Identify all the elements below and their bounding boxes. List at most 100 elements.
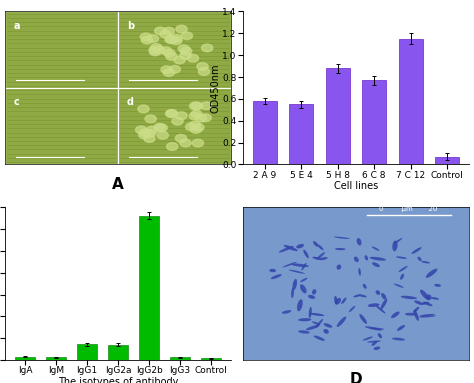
Circle shape <box>169 65 181 73</box>
Polygon shape <box>420 302 429 305</box>
Text: A: A <box>112 177 124 192</box>
Circle shape <box>176 25 187 33</box>
Bar <box>435 157 459 164</box>
Polygon shape <box>420 290 429 300</box>
Circle shape <box>166 110 178 117</box>
Polygon shape <box>334 296 337 304</box>
Circle shape <box>189 112 201 120</box>
Circle shape <box>156 124 167 132</box>
Circle shape <box>201 44 213 52</box>
Circle shape <box>195 114 207 122</box>
Circle shape <box>181 47 192 55</box>
Text: D: D <box>350 372 362 383</box>
Circle shape <box>140 33 152 41</box>
Circle shape <box>180 139 191 147</box>
Polygon shape <box>319 257 328 260</box>
Circle shape <box>200 114 211 121</box>
Text: d: d <box>127 97 134 107</box>
Circle shape <box>160 30 171 38</box>
Polygon shape <box>375 305 385 314</box>
Circle shape <box>144 135 155 142</box>
Circle shape <box>190 126 201 133</box>
Circle shape <box>140 129 151 136</box>
Circle shape <box>145 129 155 137</box>
Bar <box>118 88 231 164</box>
Bar <box>290 104 313 164</box>
Polygon shape <box>381 293 386 300</box>
Circle shape <box>141 36 153 44</box>
Polygon shape <box>372 262 380 267</box>
Polygon shape <box>349 306 355 312</box>
Polygon shape <box>370 327 384 330</box>
Circle shape <box>164 49 175 57</box>
Bar <box>5 88 118 164</box>
Bar <box>326 68 350 164</box>
X-axis label: Cell lines: Cell lines <box>334 181 378 191</box>
Polygon shape <box>372 247 379 251</box>
Circle shape <box>193 124 204 131</box>
Circle shape <box>176 112 187 119</box>
Polygon shape <box>279 246 294 252</box>
Polygon shape <box>396 256 407 259</box>
Circle shape <box>198 68 210 75</box>
Polygon shape <box>313 241 319 247</box>
Polygon shape <box>317 252 325 260</box>
Y-axis label: OD450nm: OD450nm <box>210 63 221 113</box>
X-axis label: The isotypes of antibody: The isotypes of antibody <box>58 376 178 383</box>
Circle shape <box>165 36 176 43</box>
Polygon shape <box>426 295 431 300</box>
Polygon shape <box>397 325 405 331</box>
Polygon shape <box>358 268 361 276</box>
Polygon shape <box>365 255 368 260</box>
Polygon shape <box>365 326 382 331</box>
Circle shape <box>145 115 156 123</box>
Polygon shape <box>394 283 404 288</box>
Polygon shape <box>370 257 386 261</box>
Polygon shape <box>358 295 367 297</box>
Bar <box>201 358 221 360</box>
Circle shape <box>151 44 162 51</box>
Circle shape <box>166 143 178 151</box>
Bar <box>118 11 231 88</box>
Circle shape <box>178 45 190 52</box>
Polygon shape <box>434 284 441 287</box>
Polygon shape <box>375 290 380 295</box>
Polygon shape <box>392 241 398 251</box>
Bar <box>139 216 159 360</box>
Text: B: B <box>350 207 362 222</box>
Polygon shape <box>283 262 297 267</box>
Polygon shape <box>314 336 325 341</box>
Polygon shape <box>341 298 346 304</box>
Polygon shape <box>292 279 297 290</box>
Polygon shape <box>400 274 404 280</box>
Polygon shape <box>312 289 316 295</box>
Bar <box>170 357 190 360</box>
Polygon shape <box>421 261 430 264</box>
Circle shape <box>187 54 199 62</box>
Circle shape <box>165 110 177 117</box>
Polygon shape <box>303 250 309 258</box>
Polygon shape <box>301 263 307 270</box>
Polygon shape <box>353 295 361 297</box>
Circle shape <box>147 35 159 43</box>
Circle shape <box>189 121 201 129</box>
Circle shape <box>149 48 161 56</box>
Bar <box>5 11 118 88</box>
Polygon shape <box>399 266 408 272</box>
Polygon shape <box>363 284 367 289</box>
Polygon shape <box>324 323 332 328</box>
Polygon shape <box>419 315 436 318</box>
Polygon shape <box>391 311 400 318</box>
Polygon shape <box>298 331 310 334</box>
Polygon shape <box>356 238 362 246</box>
Polygon shape <box>296 244 304 249</box>
Polygon shape <box>401 296 417 299</box>
Polygon shape <box>337 265 341 270</box>
Polygon shape <box>334 237 350 239</box>
Circle shape <box>161 66 172 74</box>
Text: b: b <box>127 21 134 31</box>
Polygon shape <box>367 340 381 343</box>
Polygon shape <box>363 336 373 340</box>
Circle shape <box>154 123 165 131</box>
Polygon shape <box>315 319 323 328</box>
